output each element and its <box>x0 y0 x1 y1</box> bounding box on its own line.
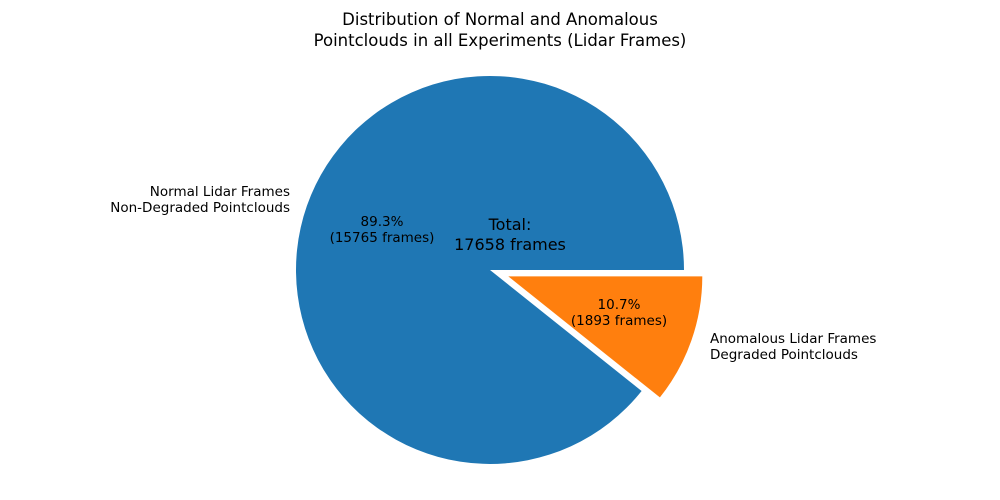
total-annotation: Total: 17658 frames <box>454 215 566 254</box>
pct-label-normal: 89.3% (15765 frames) <box>329 214 435 247</box>
pct-label-anomalous: 10.7% (1893 frames) <box>570 297 668 330</box>
pie-slice-normal <box>295 75 684 464</box>
pie-slice-anomalous <box>508 276 703 398</box>
slice-label-anomalous: Anomalous Lidar Frames Degraded Pointclo… <box>710 331 877 364</box>
chart-title: Distribution of Normal and Anomalous Poi… <box>313 10 687 51</box>
slice-label-normal: Normal Lidar Frames Non-Degraded Pointcl… <box>110 184 290 217</box>
